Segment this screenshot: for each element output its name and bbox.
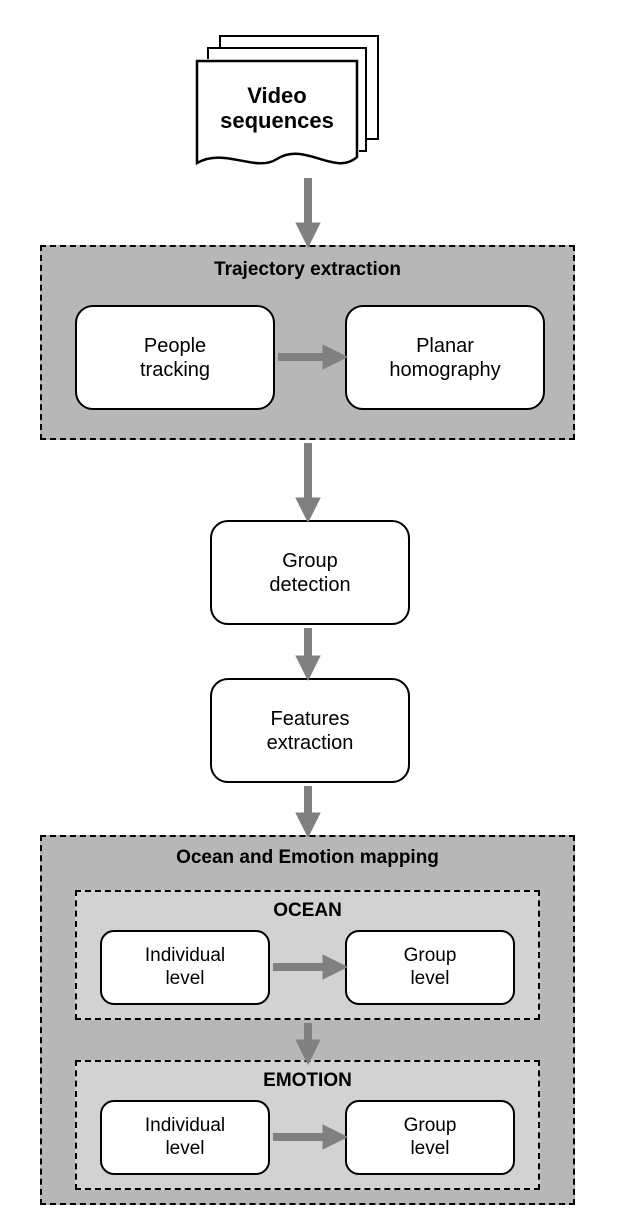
arrows-layer — [0, 0, 620, 1218]
diagram-canvas: Video sequences Trajectory extraction Pe… — [0, 0, 620, 1218]
